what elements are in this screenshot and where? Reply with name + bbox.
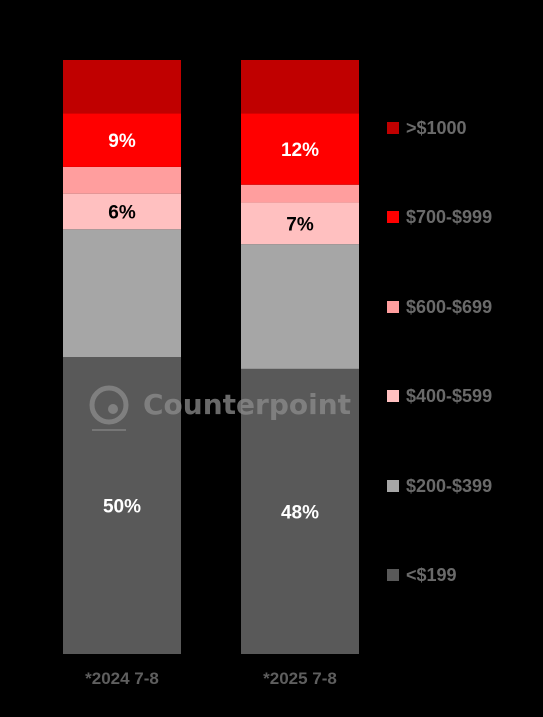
watermark-text: Counterpoint [143,388,351,421]
legend-label: $600-$699 [406,297,492,317]
legend-item-199: <$199 [387,565,457,585]
data-label: 50% [103,497,141,518]
bar-segment-1000-1 [63,60,181,114]
data-label: 48% [281,502,319,523]
data-label: 9% [108,131,136,152]
data-label: 7% [286,214,314,235]
bar-segment-200-399-1 [63,229,181,357]
bar-segment-400-599-2 [241,202,359,245]
legend-label: >$1000 [406,118,467,138]
legend-item-400-599: $400-$599 [387,386,492,406]
legend-swatch [387,569,399,581]
bar-segment-700-999-2 [241,113,359,185]
category-label: *2024 7-8 [85,669,159,688]
legend-swatch [387,211,399,223]
legend-item-600-699: $600-$699 [387,297,492,317]
data-label: 12% [281,140,319,161]
bar-segment-199-1 [63,357,181,654]
legend-label: $200-$399 [406,476,492,496]
legend-swatch [387,390,399,402]
bars-group [63,60,359,654]
legend-label: $700-$999 [406,207,492,227]
bar-segment-200-399-2 [241,244,359,369]
bar-segment-600-699-2 [241,184,359,203]
category-label: *2025 7-8 [263,669,337,688]
legend-swatch [387,122,399,134]
labels-group: 50% 6% 9% *2024 7-8 48% 7% 12% *2025 7-8 [85,131,337,688]
watermark: Counterpoint [89,385,351,431]
bar-segment-600-699-1 [63,166,181,194]
bar-segment-199-2 [241,368,359,654]
legend-item-200-399: $200-$399 [387,476,492,496]
bar-segment-1000-2 [241,60,359,114]
data-label: 6% [108,202,136,223]
bar-segment-700-999-1 [63,113,181,167]
bar-segment-400-599-1 [63,193,181,230]
legend-swatch [387,480,399,492]
legend-item-1000: >$1000 [387,118,467,138]
legend-swatch [387,301,399,313]
legend-label: <$199 [406,565,457,585]
legend-item-700-999: $700-$999 [387,207,492,227]
counterpoint-logo-icon [89,385,129,431]
legend-label: $400-$599 [406,386,492,406]
legend: >$1000 $700-$999 $600-$699 $400-$599 $200-$3… [387,118,492,585]
